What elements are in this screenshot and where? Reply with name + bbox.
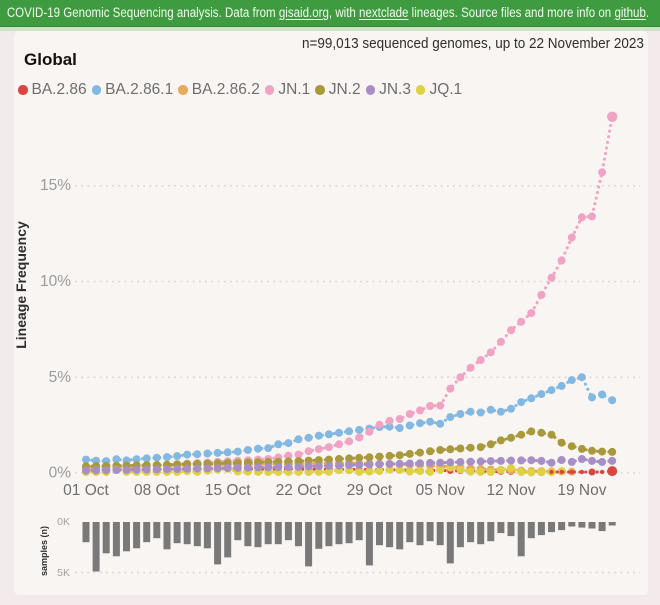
svg-text:19 Nov: 19 Nov — [557, 482, 606, 499]
svg-text:5K: 5K — [57, 567, 70, 579]
svg-text:Lineage Frequency: Lineage Frequency — [13, 221, 29, 349]
svg-text:15%: 15% — [40, 177, 71, 194]
svg-text:5%: 5% — [49, 369, 72, 386]
svg-text:01 Oct: 01 Oct — [63, 482, 109, 499]
svg-text:12 Nov: 12 Nov — [486, 482, 535, 499]
svg-text:10%: 10% — [40, 273, 71, 290]
svg-text:0%: 0% — [49, 465, 72, 482]
svg-text:22 Oct: 22 Oct — [276, 482, 322, 499]
svg-text:29 Oct: 29 Oct — [347, 482, 393, 499]
svg-text:08 Oct: 08 Oct — [134, 482, 180, 499]
svg-text:samples (n): samples (n) — [39, 526, 49, 576]
svg-text:05 Nov: 05 Nov — [416, 482, 465, 499]
svg-text:0K: 0K — [57, 516, 70, 528]
svg-text:15 Oct: 15 Oct — [205, 482, 251, 499]
